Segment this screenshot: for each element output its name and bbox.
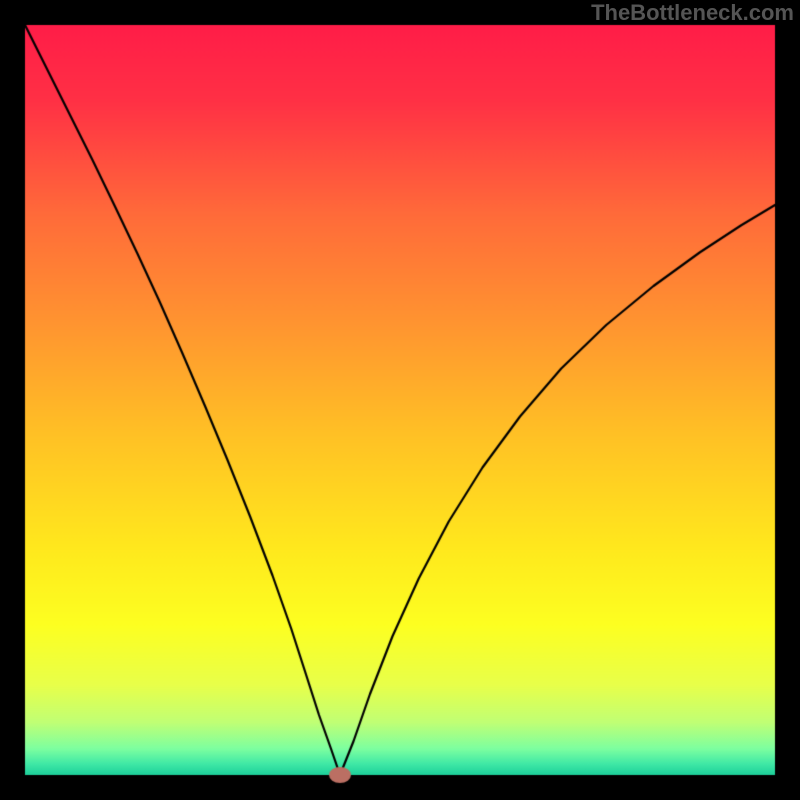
bottleneck-chart — [0, 0, 800, 800]
watermark-text: TheBottleneck.com — [591, 0, 794, 26]
